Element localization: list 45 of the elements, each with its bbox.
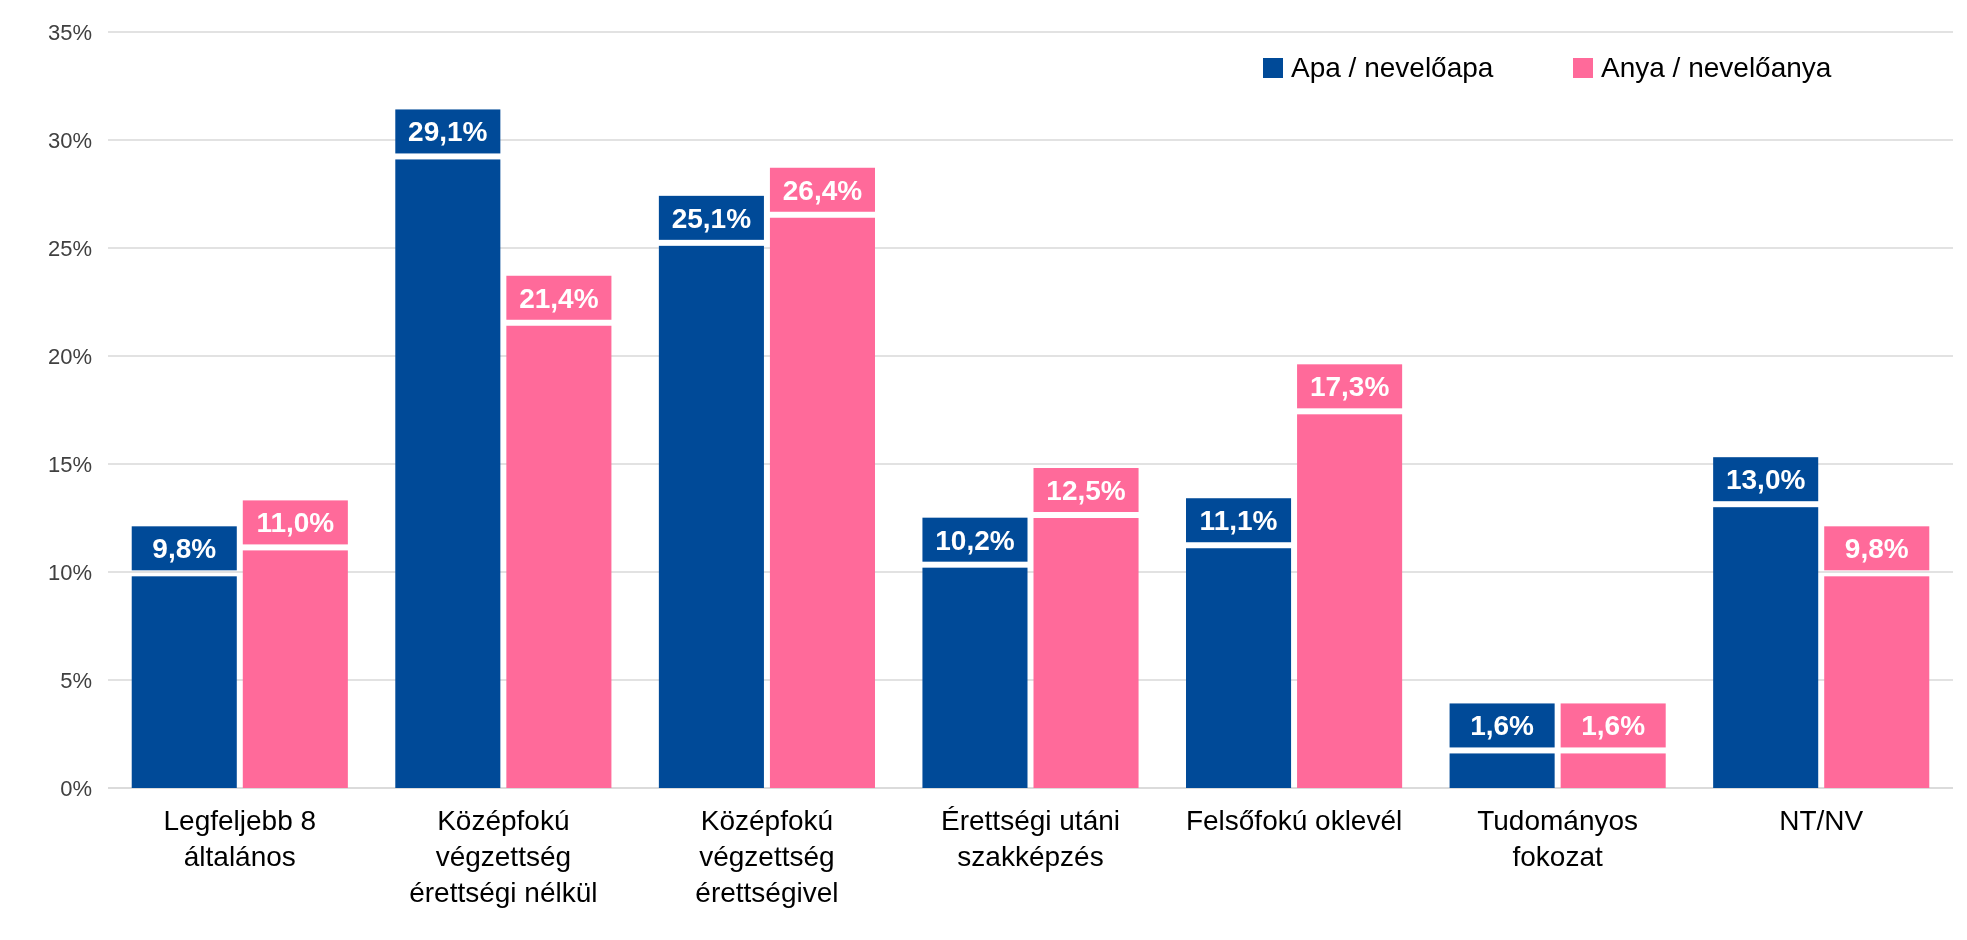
bar: [1186, 548, 1292, 788]
data-label: 11,0%: [256, 507, 335, 539]
y-tick-label: 10%: [47, 559, 92, 585]
y-tick-label: 0%: [60, 775, 92, 801]
data-label: 29,1%: [408, 116, 488, 148]
bar: [395, 159, 501, 788]
bar: [658, 245, 764, 788]
legend-label: Anya / nevelőanya: [1601, 52, 1832, 83]
bar: [1033, 518, 1139, 788]
y-tick-label: 30%: [47, 127, 92, 153]
data-label: 9,8%: [1844, 533, 1909, 565]
x-tick-label: NT/NV: [1779, 805, 1864, 836]
x-tick-label: Érettségi utáni szakképzés: [941, 805, 1120, 872]
data-label: 25,1%: [671, 202, 752, 234]
data-label: 26,4%: [782, 174, 863, 206]
x-tick-label: Tudományos fokozat: [1477, 805, 1639, 872]
data-label: 1,6%: [1581, 710, 1646, 742]
data-label: 11,1%: [1199, 505, 1278, 537]
bar: [131, 576, 237, 788]
x-tick-label: Legfeljebb 8 általános: [163, 805, 317, 872]
bar: [242, 550, 348, 788]
bar: [1824, 576, 1930, 788]
bar: [922, 567, 1028, 788]
bar: [1560, 753, 1666, 788]
data-label: 10,2%: [935, 524, 1015, 556]
bar: [506, 325, 612, 788]
data-label: 12,5%: [1046, 475, 1126, 506]
bar: [769, 217, 875, 788]
legend-label: Apa / nevelőapa: [1291, 52, 1494, 83]
y-tick-label: 5%: [60, 667, 92, 693]
bar: [1713, 507, 1819, 788]
bar: [1449, 753, 1555, 788]
x-tick-label: Középfokú végzettség érettségi nélkül: [409, 805, 598, 908]
y-tick-label: 35%: [47, 19, 92, 45]
data-label: 13,0%: [1725, 464, 1806, 496]
bar: [1297, 414, 1403, 788]
data-label: 1,6%: [1470, 710, 1535, 742]
data-label: 17,3%: [1309, 371, 1390, 403]
x-tick-label: Középfokú végzettség érettségivel: [695, 805, 839, 908]
y-tick-label: 15%: [47, 451, 92, 477]
y-tick-label: 20%: [47, 343, 92, 369]
data-label: 21,4%: [519, 282, 599, 314]
x-tick-label: Felsőfokú oklevél: [1185, 805, 1403, 836]
y-tick-label: 25%: [47, 235, 92, 261]
data-label: 9,8%: [152, 533, 217, 565]
